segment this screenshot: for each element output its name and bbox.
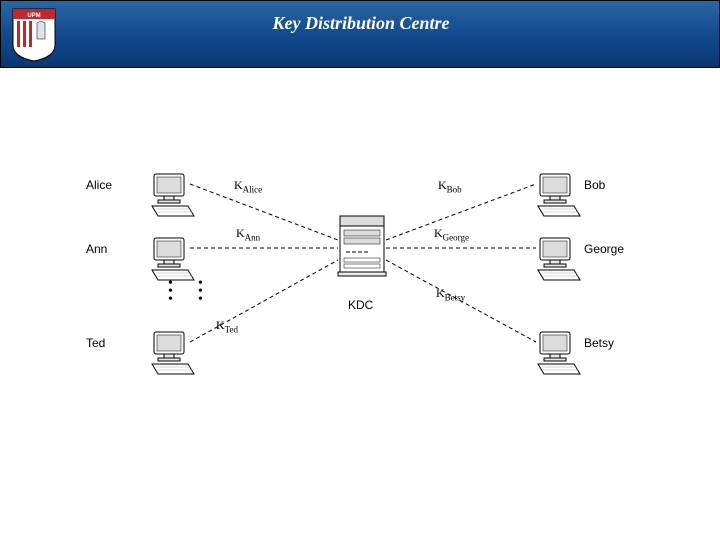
user-label-bob: Bob <box>584 178 605 192</box>
user-label-ted: Ted <box>86 336 105 350</box>
computer-icon <box>148 330 196 381</box>
user-label-betsy: Betsy <box>584 336 614 350</box>
user-label-george: George <box>584 242 624 256</box>
ellipsis-dots-icon: ••• <box>198 280 203 304</box>
key-label-ann: KAnn <box>236 226 260 242</box>
key-label-betsy: KBetsy <box>436 286 465 302</box>
user-label-alice: Alice <box>86 178 112 192</box>
computer-icon <box>534 236 582 287</box>
header-bar: UPM Key Distribution Centre <box>0 0 720 68</box>
key-label-ted: KTed <box>216 318 238 334</box>
kdc-server-icon <box>336 214 388 294</box>
key-label-george: KGeorge <box>434 226 469 242</box>
computer-icon <box>148 172 196 223</box>
key-label-alice: KAlice <box>234 178 262 194</box>
computer-icon <box>534 330 582 381</box>
key-label-bob: KBob <box>438 178 462 194</box>
page-title: Key Distribution Centre <box>1 13 720 34</box>
kdc-diagram: KDC Alice KAlice Ann KAnn Ted KTed Bob KBob <box>86 150 634 390</box>
computer-icon <box>534 172 582 223</box>
kdc-label: KDC <box>348 298 373 312</box>
ellipsis-dots-icon: ••• <box>168 280 173 304</box>
user-label-ann: Ann <box>86 242 107 256</box>
